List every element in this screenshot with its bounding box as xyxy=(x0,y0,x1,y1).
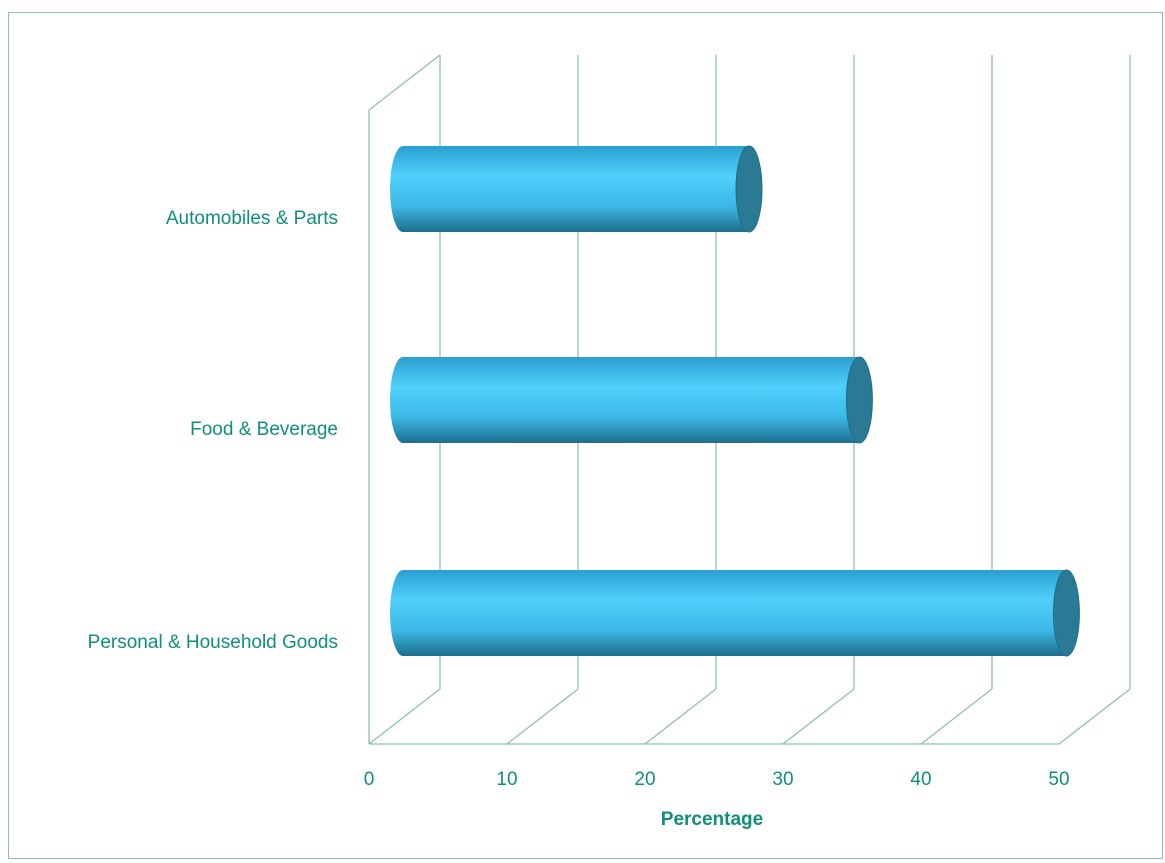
left-wall-top-edge xyxy=(368,54,441,111)
floor-gridline xyxy=(920,688,993,745)
floor-gridline xyxy=(506,688,579,745)
bar-cap xyxy=(845,356,873,444)
x-tick-label: 20 xyxy=(634,769,655,790)
x-tick-label: 50 xyxy=(1048,769,1069,790)
labels: 0 10 20 30 40 50 Automobiles & Parts Food & Bev… xyxy=(88,208,1070,790)
x-tick-label: 30 xyxy=(772,769,793,790)
bars xyxy=(390,145,1080,657)
y-category-label: Food & Beverage xyxy=(190,419,338,440)
chart-frame xyxy=(8,12,1163,859)
y-category-label: Automobiles & Parts xyxy=(166,208,338,229)
bar-body xyxy=(390,570,1067,656)
x-tick-label: 40 xyxy=(910,769,931,790)
floor-gridline xyxy=(782,688,855,745)
bar xyxy=(390,569,1080,657)
floor-gridline xyxy=(644,688,717,745)
bar xyxy=(390,356,873,444)
x-tick-label: 0 xyxy=(364,769,375,790)
bar-body xyxy=(390,146,749,232)
bar-cap xyxy=(735,145,763,233)
y-category-label: Personal & Household Goods xyxy=(88,632,338,653)
floor-gridline xyxy=(1058,688,1131,745)
x-axis-title: Percentage xyxy=(661,809,763,830)
bar-cap xyxy=(1052,569,1080,657)
x-tick-label: 10 xyxy=(496,769,517,790)
bar xyxy=(390,145,763,233)
bar-body xyxy=(390,357,860,443)
floor-gridline xyxy=(368,688,441,745)
